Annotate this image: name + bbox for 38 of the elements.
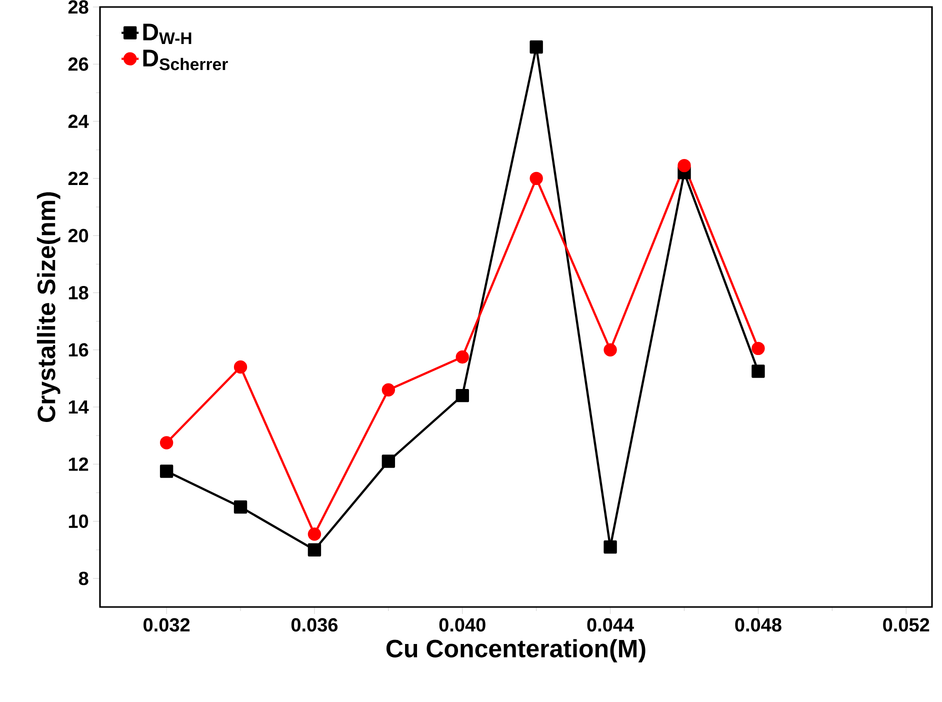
legend-label: D$_{Scherrer}$	[143, 50, 228, 70]
point	[530, 172, 543, 186]
y-tick-label: 24	[68, 114, 89, 128]
x-tick-label: 0.052	[883, 618, 930, 632]
point	[604, 343, 617, 356]
y-tick-label: 8	[78, 572, 88, 586]
point	[456, 388, 469, 402]
y-tick-label: 28	[68, 0, 88, 14]
point	[456, 350, 469, 364]
point	[160, 464, 174, 478]
point	[530, 40, 543, 54]
y-tick-label: 10	[68, 514, 88, 528]
x-tick-label: 0.040	[439, 618, 486, 632]
point	[160, 436, 174, 450]
point	[308, 528, 322, 541]
y-tick-label: 22	[68, 172, 88, 186]
x-tick-label: 0.032	[144, 618, 190, 632]
point	[752, 364, 765, 378]
y-tick-label: 18	[68, 286, 88, 300]
point	[382, 454, 396, 468]
y-tick-label: 16	[68, 343, 88, 357]
y-axis-title: Crystallite Size(nm)	[36, 192, 60, 422]
point	[604, 540, 617, 554]
y-tick-label: 14	[68, 400, 89, 414]
point	[678, 158, 691, 172]
y-tick-label: 20	[68, 228, 88, 242]
point	[382, 383, 396, 396]
y-tick-label: 26	[68, 57, 88, 71]
x-axis-title: Cu Concenteration(M)	[386, 639, 646, 662]
point	[234, 360, 248, 374]
point	[308, 543, 322, 556]
x-tick-label: 0.044	[587, 618, 634, 632]
point	[752, 342, 765, 356]
x-tick-label: 0.048	[735, 618, 782, 632]
y-tick-label: 12	[68, 458, 88, 471]
x-tick-label: 0.036	[291, 618, 338, 632]
point	[234, 500, 248, 514]
legend-label: D$_{W-H}$	[143, 24, 192, 44]
